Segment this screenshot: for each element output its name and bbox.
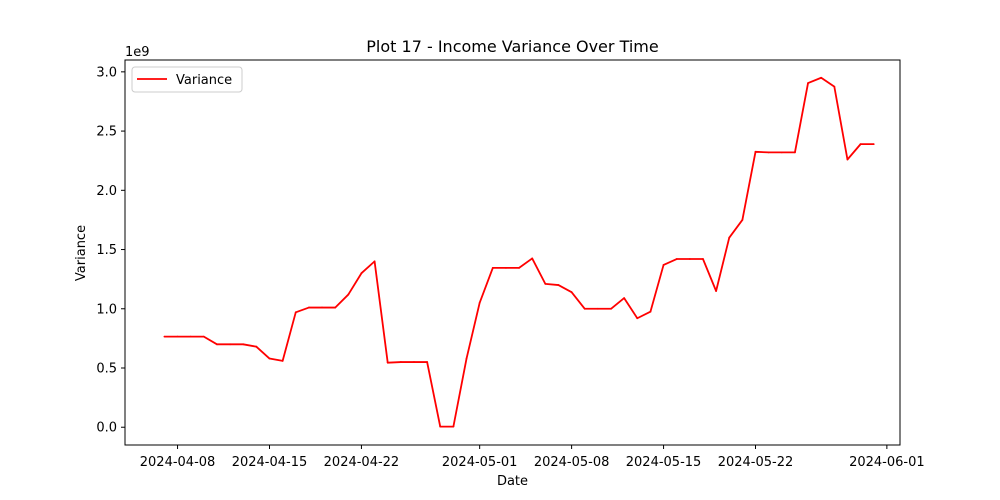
data-point <box>426 361 429 363</box>
x-axis-label: Date <box>497 474 528 489</box>
data-point <box>347 293 350 296</box>
y-tick-label: 3.0 <box>96 65 117 80</box>
data-point <box>610 307 612 310</box>
data-point <box>833 85 836 88</box>
data-point <box>281 359 284 362</box>
data-point <box>872 143 875 146</box>
data-point <box>268 357 271 360</box>
y-tick-label: 1.0 <box>96 302 117 317</box>
data-point <box>308 306 310 309</box>
y-tick-label: 2.0 <box>96 184 117 199</box>
x-axis: 2024-04-08 2024-04-15 2024-04-22 2024-05-01… <box>140 445 925 470</box>
data-point <box>557 284 560 286</box>
data-point <box>163 335 166 338</box>
data-point <box>715 290 717 292</box>
x-tick-label: 2024-06-01 <box>849 455 925 470</box>
data-point <box>334 306 337 309</box>
data-point <box>202 335 205 338</box>
legend-label-variance: Variance <box>176 73 232 88</box>
data-point <box>242 343 245 346</box>
data-point <box>491 267 494 269</box>
data-point <box>780 151 783 154</box>
data-point <box>688 258 691 260</box>
x-tick-label: 2024-04-15 <box>232 455 308 470</box>
y-axis-label: Variance <box>74 225 89 281</box>
data-point <box>255 345 258 348</box>
data-point <box>176 335 179 338</box>
legend-box <box>131 66 243 93</box>
data-point <box>794 151 796 154</box>
plot-area <box>124 59 901 446</box>
data-point <box>859 143 862 146</box>
data-point <box>294 311 297 314</box>
data-point <box>189 335 192 338</box>
data-point <box>544 282 547 285</box>
data-point <box>570 291 573 294</box>
y-tick-label: 2.5 <box>96 125 117 140</box>
data-point <box>662 264 665 266</box>
data-point <box>846 158 849 161</box>
y-axis: 0.0 0.5 1.0 1.5 2.0 2.5 3.0 <box>96 65 125 436</box>
data-point <box>505 267 507 269</box>
data-point <box>636 317 639 320</box>
data-point <box>807 82 809 84</box>
y-tick-label: 0.5 <box>96 362 117 377</box>
y-tick-label: 1.5 <box>96 243 117 258</box>
data-point <box>820 76 823 79</box>
data-point <box>386 361 389 364</box>
data-point <box>321 306 323 309</box>
data-point <box>452 425 455 428</box>
y-offset-label: 1e9 <box>125 45 150 60</box>
data-point <box>413 361 415 363</box>
x-tick-label: 2024-05-01 <box>442 455 518 470</box>
x-tick-label: 2024-04-22 <box>324 455 400 470</box>
x-tick-label: 2024-05-15 <box>626 455 702 470</box>
data-point <box>754 150 757 153</box>
series-layer <box>163 76 875 428</box>
data-point <box>373 260 376 263</box>
data-point <box>767 151 770 154</box>
data-point <box>702 258 704 260</box>
data-point <box>623 297 626 300</box>
data-point <box>439 425 442 428</box>
data-point <box>518 267 520 269</box>
plot-frame <box>124 59 901 446</box>
y-tick-label: 0.0 <box>96 421 117 436</box>
data-point <box>399 361 402 363</box>
chart-title: Plot 17 - Income Variance Over Time <box>366 37 658 56</box>
data-point <box>583 307 586 310</box>
data-point <box>216 343 218 346</box>
data-point <box>229 343 231 346</box>
x-tick-label: 2024-05-08 <box>534 455 610 470</box>
legend: Variance <box>131 66 243 93</box>
data-point <box>675 258 678 260</box>
data-point <box>478 301 481 304</box>
data-point <box>741 219 744 221</box>
data-point <box>465 357 468 360</box>
data-point <box>360 272 363 275</box>
x-tick-label: 2024-04-08 <box>140 455 216 470</box>
data-point <box>649 310 652 313</box>
x-tick-label: 2024-05-22 <box>718 455 794 470</box>
data-point <box>728 236 731 239</box>
data-point <box>531 257 534 260</box>
data-point <box>596 307 599 310</box>
